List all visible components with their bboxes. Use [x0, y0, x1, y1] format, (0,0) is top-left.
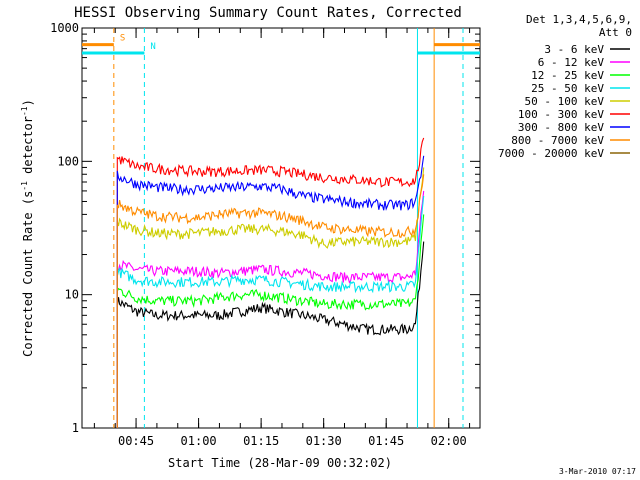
- legend-title-1: Det 1,3,4,5,6,9,: [526, 13, 632, 26]
- y-tick-label: 1000: [50, 21, 79, 35]
- y-axis-label: Corrected Count Rate (s-1 detector-1): [20, 99, 35, 357]
- chart-title: HESSI Observing Summary Count Rates, Cor…: [74, 5, 462, 21]
- x-tick-label: 01:00: [181, 434, 217, 448]
- y-axis-label-mid: detector: [21, 116, 35, 181]
- series-lines: [116, 137, 425, 428]
- attenuator-markers: SN: [82, 28, 480, 428]
- legend-label: 3 - 6 keV: [544, 43, 604, 56]
- y-axis: 1 10 100 1000: [50, 21, 480, 435]
- x-tick-label: 00:45: [118, 434, 154, 448]
- y-axis-label-sup1: -1: [20, 181, 29, 191]
- y-tick-label: 100: [57, 154, 79, 168]
- series-line: [116, 137, 425, 428]
- y-tick-label: 1: [72, 421, 79, 435]
- footer-date: 3-Mar-2010 07:17: [559, 467, 636, 476]
- legend-label: 800 - 7000 keV: [511, 134, 604, 147]
- legend-label: 50 - 100 keV: [525, 95, 605, 108]
- series-line: [116, 190, 425, 428]
- x-axis-label: Start Time (28-Mar-09 00:32:02): [168, 456, 392, 470]
- legend-label: 25 - 50 keV: [531, 82, 604, 95]
- series-line: [116, 241, 425, 428]
- y-axis-label-end: ): [21, 99, 35, 106]
- legend-label: 7000 - 20000 keV: [498, 147, 604, 160]
- legend-label: 300 - 800 keV: [518, 121, 604, 134]
- plot-frame: [81, 27, 481, 429]
- series-line: [116, 174, 425, 428]
- x-tick-label: 01:45: [368, 434, 404, 448]
- marker-label: S: [120, 34, 125, 44]
- marker-label: N: [150, 42, 155, 52]
- series-line: [116, 195, 425, 428]
- series-line: [116, 167, 425, 428]
- x-tick-label: 02:00: [431, 434, 467, 448]
- y-tick-label: 10: [65, 288, 79, 302]
- legend-label: 6 - 12 keV: [538, 56, 605, 69]
- x-axis: 00:45 01:00 01:15 01:30 01:45 02:00: [93, 28, 471, 448]
- y-axis-label-main: Corrected Count Rate (s: [21, 191, 35, 357]
- legend-label: 12 - 25 keV: [531, 69, 604, 82]
- legend-label: 100 - 300 keV: [518, 108, 604, 121]
- legend-title-2: Att 0: [599, 26, 632, 39]
- series-line: [116, 214, 425, 428]
- x-tick-label: 01:15: [243, 434, 279, 448]
- series-line: [116, 155, 425, 428]
- x-tick-label: 01:30: [306, 434, 342, 448]
- y-axis-label-sup2: -1: [20, 106, 29, 116]
